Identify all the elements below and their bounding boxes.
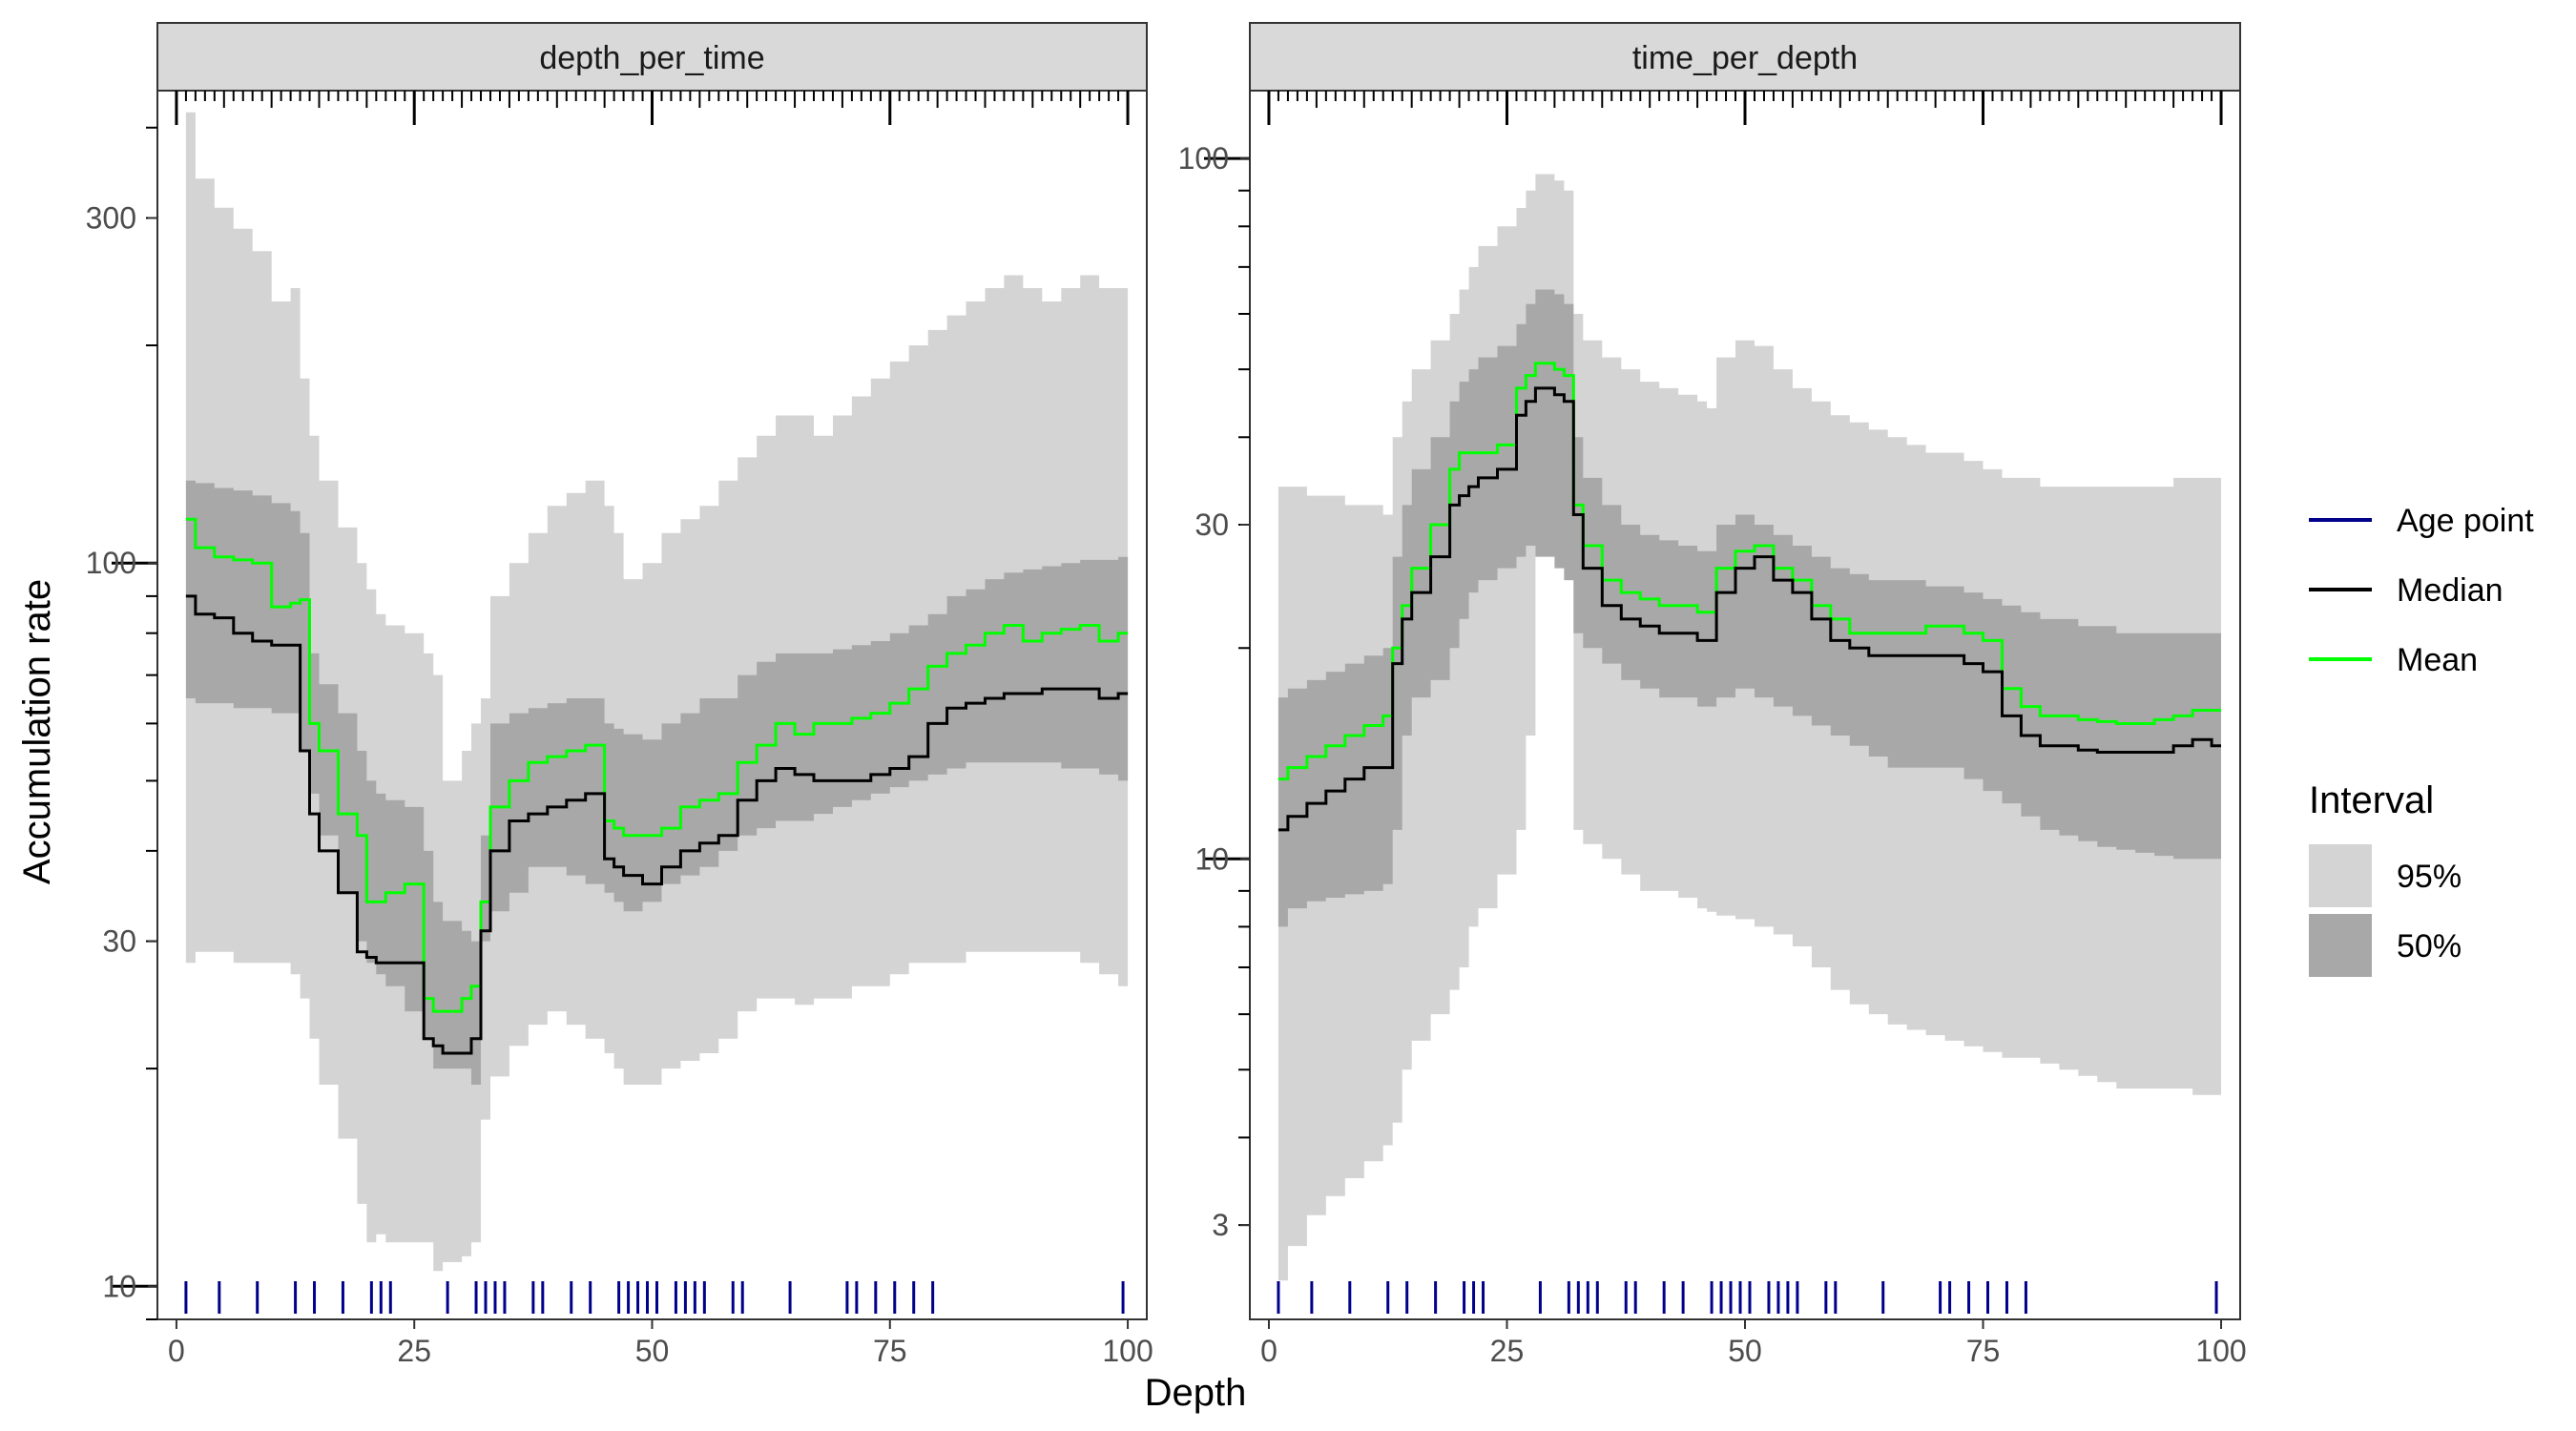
band-50 xyxy=(185,480,1129,1085)
x-tick-label: 100 xyxy=(2195,1334,2246,1368)
mean-line xyxy=(185,517,1129,1013)
y-tick-label: 10 xyxy=(102,1269,136,1303)
x-tick-label: 25 xyxy=(397,1334,431,1368)
legend-line-label: Mean xyxy=(2397,642,2478,678)
x-tick-label: 0 xyxy=(1260,1334,1278,1368)
x-tick-label: 100 xyxy=(1102,1334,1153,1368)
y-tick-label: 3 xyxy=(1212,1208,1229,1242)
y-tick-label: 300 xyxy=(86,200,136,235)
x-tick-label: 50 xyxy=(1728,1334,1762,1368)
y-tick-label: 10 xyxy=(1195,841,1229,876)
x-tick-label: 0 xyxy=(168,1334,185,1368)
legend-line-label: Age point xyxy=(2397,503,2534,539)
y-tick-label: 30 xyxy=(102,924,136,959)
legend-line-label: Median xyxy=(2397,572,2503,609)
x-tick-label: 75 xyxy=(873,1334,907,1368)
legend-interval-title: Interval xyxy=(2309,779,2434,821)
x-tick-label: 25 xyxy=(1490,1334,1525,1368)
y-tick-label: 100 xyxy=(1178,141,1229,176)
legend-interval-label: 50% xyxy=(2397,928,2462,964)
x-tick-label: 75 xyxy=(1966,1334,2001,1368)
median-line xyxy=(185,594,1129,1055)
y-axis-title: Accumulation rate xyxy=(16,579,58,884)
median-line xyxy=(1278,386,2221,832)
x-tick-label: 50 xyxy=(635,1334,670,1368)
strip-depth_per_time xyxy=(156,22,1148,92)
legend-interval-key xyxy=(2309,914,2372,977)
x-axis-title: Depth xyxy=(1145,1372,1247,1414)
legend: Age point Median Mean Interval 95% 50% xyxy=(2309,503,2534,977)
y-tick-label: 100 xyxy=(86,546,136,580)
band-50 xyxy=(1278,289,2221,927)
panel-depth_per_time: depth_per_time 0 25 50 75 100 10 30 100 300 xyxy=(86,22,1153,1368)
panel-time_per_depth: time_per_depth 0 25 50 75 100 3 10 30 100 xyxy=(1178,22,2247,1368)
legend-interval-label: 95% xyxy=(2397,859,2462,895)
legend-interval-key xyxy=(2309,844,2372,907)
strip-label: depth_per_time xyxy=(539,40,764,76)
strip-time_per_depth xyxy=(1249,22,2241,92)
strip-label: time_per_depth xyxy=(1632,40,1858,76)
y-tick-label: 30 xyxy=(1195,508,1229,542)
